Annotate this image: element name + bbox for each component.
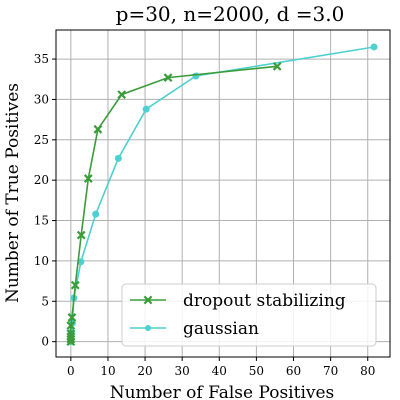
legend-label: dropout stabilizing — [183, 291, 346, 311]
data-point — [76, 230, 86, 240]
x-axis-label: Number of False Positives — [110, 383, 335, 400]
y-tick-label: 15 — [34, 214, 49, 228]
chart-title: p=30, n=2000, d =3.0 — [116, 2, 345, 26]
x-tick-label: 30 — [175, 364, 190, 378]
x-tick-label: 40 — [212, 364, 227, 378]
y-tick-label: 35 — [34, 52, 49, 66]
legend-marker — [143, 295, 153, 305]
data-point — [114, 154, 122, 162]
legend-marker — [145, 325, 151, 331]
legend-label: gaussian — [183, 319, 259, 339]
y-tick-label: 20 — [34, 173, 49, 187]
x-tick-label: 70 — [323, 364, 338, 378]
data-point — [92, 210, 100, 218]
data-point — [370, 43, 378, 51]
series-dropout-stabilizing — [66, 61, 282, 347]
legend: dropout stabilizing gaussian — [121, 283, 377, 347]
y-tick-label: 10 — [34, 254, 49, 268]
x-tick-label: 0 — [67, 364, 75, 378]
x-tick-label: 80 — [360, 364, 375, 378]
x-tick-label: 10 — [100, 364, 115, 378]
x-tick-label: 50 — [249, 364, 264, 378]
y-tick-label: 0 — [41, 335, 49, 349]
y-tick-label: 5 — [41, 294, 49, 308]
y-tick-label: 25 — [34, 133, 49, 147]
plot-frame — [55, 29, 391, 358]
data-point — [66, 329, 76, 338]
data-point — [117, 90, 127, 99]
data-point — [163, 73, 173, 83]
y-axis-label: Number of True Positives — [3, 83, 23, 303]
data-point — [66, 332, 76, 342]
legend-item: gaussian — [130, 319, 259, 339]
data-point — [67, 313, 77, 322]
grid — [56, 30, 390, 357]
data-point — [93, 124, 103, 134]
data-point — [70, 280, 80, 290]
data-point — [66, 321, 76, 330]
series-layer — [66, 43, 378, 347]
legend-item: dropout stabilizing — [130, 291, 346, 311]
y-tick-label: 30 — [34, 92, 49, 106]
data-point — [83, 174, 93, 183]
data-point — [142, 105, 150, 113]
data-point — [272, 61, 282, 71]
x-tick-label: 20 — [137, 364, 152, 378]
x-tick-label: 60 — [286, 364, 301, 378]
legend-box — [121, 283, 377, 347]
ticks: 0 10 20 30 40 50 60 70 80 0 5 10 15 20 25 30 35 — [34, 52, 376, 378]
